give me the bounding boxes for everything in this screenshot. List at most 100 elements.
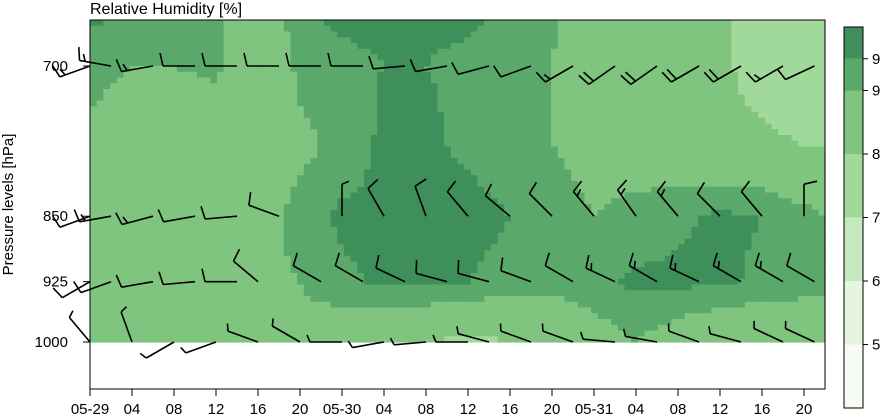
humidity-cell — [123, 112, 131, 119]
humidity-cell — [90, 135, 98, 142]
humidity-cell — [571, 267, 579, 274]
humidity-cell — [230, 43, 238, 50]
humidity-cell — [644, 37, 652, 44]
humidity-cell — [270, 146, 278, 153]
humidity-cell — [136, 112, 145, 119]
humidity-cell — [330, 83, 338, 90]
humidity-cell — [684, 181, 692, 188]
humidity-cell — [624, 37, 632, 44]
humidity-cell — [116, 186, 125, 194]
humidity-cell — [557, 48, 566, 56]
humidity-cell — [337, 31, 345, 38]
humidity-cell — [457, 106, 465, 113]
humidity-cell — [450, 43, 459, 50]
humidity-cell — [764, 48, 773, 56]
humidity-cell — [297, 71, 305, 79]
humidity-cell — [330, 278, 338, 286]
humidity-cell — [263, 227, 272, 234]
humidity-cell — [611, 77, 619, 84]
humidity-cell — [377, 43, 385, 50]
humidity-cell — [250, 146, 258, 153]
humidity-cell — [250, 25, 258, 33]
humidity-cell — [257, 37, 265, 44]
humidity-cell — [557, 71, 566, 79]
humidity-cell — [270, 278, 278, 286]
humidity-cell — [203, 43, 211, 50]
humidity-cell — [404, 71, 412, 79]
humidity-cell — [577, 117, 586, 125]
humidity-cell — [591, 31, 599, 38]
humidity-cell — [130, 83, 138, 90]
humidity-cell — [96, 181, 104, 188]
humidity-cell — [170, 54, 178, 61]
humidity-cell — [784, 227, 793, 234]
humidity-cell — [156, 71, 165, 79]
humidity-cell — [150, 215, 158, 222]
humidity-cell — [123, 83, 131, 90]
humidity-cell — [698, 60, 706, 67]
humidity-cell — [477, 209, 485, 217]
humidity-cell — [731, 106, 739, 113]
humidity-cell — [417, 186, 425, 194]
humidity-cell — [684, 215, 692, 222]
humidity-cell — [230, 209, 238, 217]
humidity-cell — [397, 71, 405, 79]
humidity-cell — [210, 175, 218, 182]
humidity-cell — [257, 25, 265, 33]
humidity-cell — [457, 66, 465, 73]
humidity-cell — [190, 158, 198, 165]
humidity-cell — [784, 94, 793, 102]
humidity-cell — [170, 106, 178, 113]
humidity-cell — [571, 261, 579, 268]
humidity-cell — [390, 31, 398, 38]
humidity-cell — [477, 60, 485, 67]
humidity-cell — [323, 186, 332, 194]
humidity-cell — [216, 152, 225, 159]
humidity-cell — [257, 181, 265, 188]
humidity-cell — [96, 146, 104, 153]
humidity-cell — [557, 227, 566, 234]
humidity-cell — [90, 152, 98, 159]
humidity-cell — [377, 106, 385, 113]
humidity-cell — [444, 209, 452, 217]
humidity-cell — [617, 60, 626, 67]
humidity-cell — [283, 175, 292, 182]
humidity-cell — [517, 117, 525, 125]
humidity-cell — [510, 54, 519, 61]
humidity-cell — [651, 204, 659, 211]
humidity-cell — [758, 169, 766, 176]
humidity-cell — [651, 140, 659, 148]
humidity-cell — [450, 221, 459, 228]
humidity-cell — [270, 215, 278, 222]
humidity-cell — [397, 117, 405, 125]
humidity-cell — [591, 255, 599, 263]
humidity-cell — [490, 192, 499, 199]
humidity-cell — [584, 117, 592, 125]
humidity-cell — [130, 278, 138, 286]
humidity-cell — [323, 278, 332, 286]
humidity-cell — [624, 204, 632, 211]
humidity-cell — [176, 169, 185, 176]
humidity-cell — [290, 71, 298, 79]
humidity-cell — [357, 83, 365, 90]
humidity-cell — [216, 100, 225, 107]
humidity-cell — [804, 83, 813, 90]
humidity-cell — [497, 94, 505, 102]
humidity-cell — [257, 163, 265, 171]
humidity-cell — [250, 238, 258, 245]
humidity-cell — [738, 135, 746, 142]
humidity-cell — [257, 267, 265, 274]
humidity-cell — [424, 255, 432, 263]
humidity-cell — [196, 123, 205, 130]
humidity-cell — [711, 117, 719, 125]
humidity-cell — [444, 20, 452, 27]
humidity-cell — [96, 54, 104, 61]
humidity-cell — [437, 181, 445, 188]
humidity-cell — [270, 158, 278, 165]
humidity-cell — [691, 89, 699, 96]
humidity-cell — [330, 60, 338, 67]
humidity-cell — [397, 209, 405, 217]
humidity-cell — [310, 232, 318, 240]
humidity-cell — [544, 123, 552, 130]
humidity-cell — [350, 192, 358, 199]
